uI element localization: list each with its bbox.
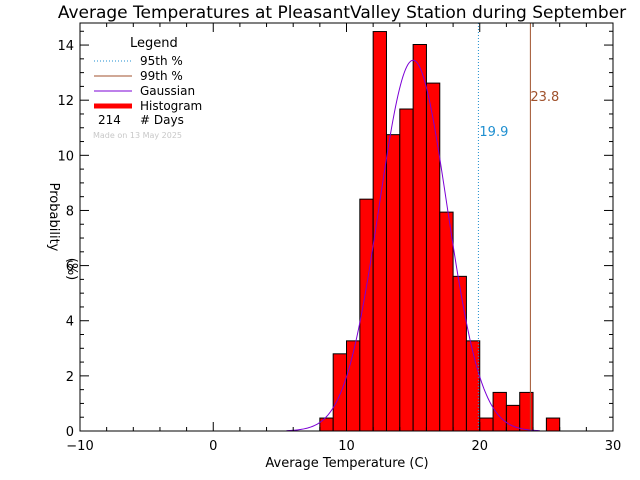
x-tick-label: 30 bbox=[605, 439, 622, 454]
x-tick-label: −10 bbox=[66, 439, 93, 454]
y-axis-label: Probability bbox=[46, 183, 61, 252]
y-axis-unit: (%) bbox=[64, 258, 79, 281]
y-tick-label: 6 bbox=[66, 260, 74, 275]
legend-days-count: 214 bbox=[98, 113, 121, 127]
histogram-bar-11 bbox=[359, 198, 374, 432]
y-tick-label: 0 bbox=[66, 425, 74, 440]
y-tick-label: 2 bbox=[66, 370, 74, 385]
p95-label: 19.9 bbox=[479, 125, 508, 140]
histogram-bar-18 bbox=[452, 275, 467, 432]
histogram-bar-9 bbox=[332, 353, 347, 432]
histogram-bar-20 bbox=[479, 417, 494, 432]
x-tick-label: 0 bbox=[209, 439, 217, 454]
histogram-bar-8 bbox=[319, 417, 334, 432]
made-on-note: Made on 13 May 2025 bbox=[93, 131, 182, 140]
y-tick-label: 8 bbox=[66, 204, 74, 219]
x-tick-label: 10 bbox=[338, 439, 355, 454]
legend-title: Legend bbox=[130, 36, 178, 51]
legend: Legend 95th % 99th % Gaussian Histogram … bbox=[93, 36, 202, 140]
histogram-bar-21 bbox=[492, 391, 507, 432]
histogram-bar-25 bbox=[545, 417, 561, 432]
legend-gaussian-label: Gaussian bbox=[140, 84, 195, 98]
legend-histogram-label: Histogram bbox=[140, 99, 202, 113]
chart-title: Average Temperatures at PleasantValley S… bbox=[58, 3, 626, 23]
y-tick-label: 4 bbox=[66, 315, 74, 330]
plot-area: 19.9 23.8 bbox=[286, 23, 561, 432]
y-tick-label: 12 bbox=[57, 94, 74, 109]
y-tick-label: 10 bbox=[57, 149, 74, 164]
x-tick-label: 20 bbox=[471, 439, 488, 454]
histogram-bar-15 bbox=[412, 44, 427, 432]
p99-label: 23.8 bbox=[530, 90, 559, 105]
histogram-bar-13 bbox=[385, 134, 401, 432]
gaussian-curve bbox=[286, 59, 540, 432]
histogram-bar-14 bbox=[399, 108, 414, 432]
y-tick-label: 14 bbox=[57, 39, 74, 54]
histogram-bar-17 bbox=[439, 211, 454, 432]
x-axis-label: Average Temperature (C) bbox=[265, 456, 428, 471]
legend-95th-label: 95th % bbox=[140, 54, 183, 68]
histogram-bar-16 bbox=[425, 82, 441, 432]
histogram-bar-22 bbox=[505, 404, 521, 432]
histogram-bar-23 bbox=[519, 391, 534, 432]
legend-99th-label: 99th % bbox=[140, 69, 183, 83]
legend-days-label: # Days bbox=[140, 113, 184, 127]
